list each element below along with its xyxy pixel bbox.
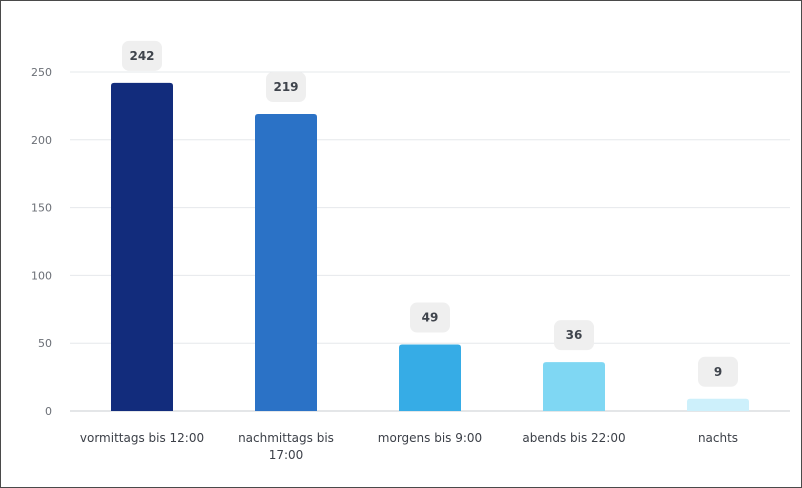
y-tick-label-0: 0 [45,405,52,418]
y-tick-label-150: 150 [31,202,52,215]
category-label-0: vormittags bis 12:00 [80,431,204,445]
bar-3 [543,362,605,411]
data-label-1: 219 [273,80,298,94]
data-label-bg-3 [554,320,594,351]
data-label-bg-1 [266,72,306,103]
data-label-3: 36 [566,328,583,342]
bar-4 [687,398,749,411]
data-label-bg-2 [410,302,450,333]
data-label-4: 9 [714,365,722,379]
category-label-2: morgens bis 9:00 [378,431,482,445]
category-label-1-line-0: nachmittags bis [238,431,334,445]
y-tick-label-250: 250 [31,66,52,79]
data-label-0: 242 [129,49,154,63]
bar-0 [111,82,173,412]
y-tick-label-100: 100 [31,269,52,282]
bar-2 [399,344,461,411]
bar-1 [255,114,317,411]
category-label-4: nachts [698,431,738,445]
y-tick-label-50: 50 [38,337,52,350]
data-label-2: 49 [422,311,439,325]
data-label-bg-0 [122,40,162,71]
y-tick-label-200: 200 [31,134,52,147]
data-label-bg-4 [698,356,738,387]
category-label-1-line-1: 17:00 [269,448,304,462]
category-label-3: abends bis 22:00 [522,431,625,445]
